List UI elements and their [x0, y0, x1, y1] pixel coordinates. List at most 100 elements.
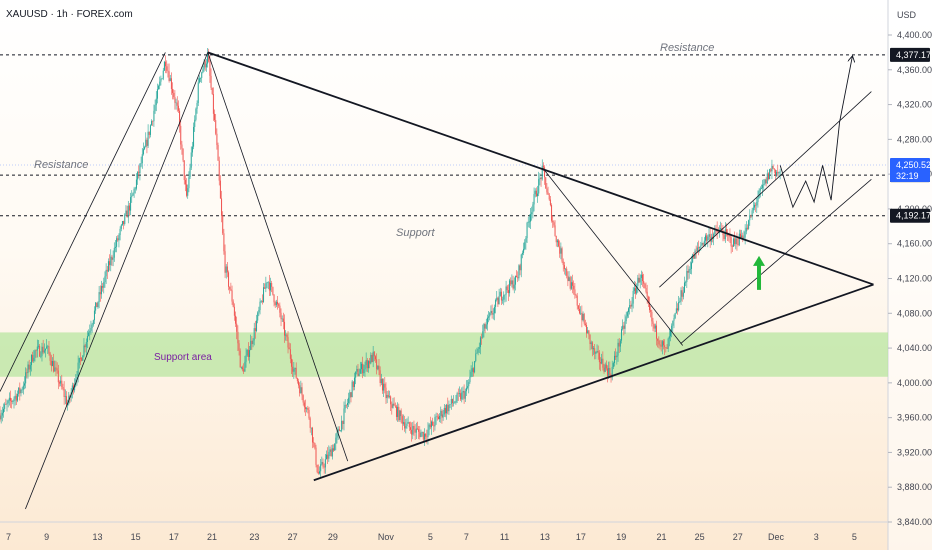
- price-tick-label: 4,160.00: [897, 239, 932, 249]
- channel-line: [659, 91, 872, 288]
- candle-body: [605, 364, 607, 369]
- candle-body: [405, 426, 407, 429]
- level-tag-4192-bg: [890, 208, 930, 223]
- candle-body: [467, 386, 469, 388]
- candle-body: [36, 346, 38, 351]
- candle-body: [86, 336, 88, 343]
- candle-body: [140, 163, 142, 164]
- candle-body: [616, 355, 618, 358]
- candle-body: [490, 310, 492, 314]
- candle-body: [462, 390, 464, 393]
- candle-body: [344, 404, 346, 409]
- candle-body: [633, 288, 635, 291]
- time-tick-label: 13: [540, 532, 550, 542]
- candle-body: [363, 369, 365, 374]
- candle-body: [265, 283, 267, 289]
- candle-body: [576, 295, 578, 306]
- candle-body: [146, 139, 148, 146]
- candle-body: [74, 383, 76, 391]
- candle-body: [399, 410, 401, 421]
- candle-body: [687, 271, 689, 273]
- candle-body: [537, 193, 539, 197]
- candle-body: [447, 404, 449, 412]
- candle-body: [184, 180, 186, 185]
- candle-body: [379, 370, 381, 384]
- symbol-title[interactable]: XAUUSD · 1h · FOREX.com: [6, 9, 133, 20]
- candle-body: [644, 283, 646, 289]
- candle-body: [216, 133, 218, 146]
- candle-body: [40, 356, 42, 357]
- candle-body: [106, 269, 108, 272]
- candle-body: [270, 283, 272, 291]
- candle-body: [545, 177, 547, 189]
- candle-body: [322, 461, 324, 467]
- candle-body: [457, 393, 459, 394]
- candle-body: [415, 428, 417, 433]
- candle-body: [517, 277, 519, 279]
- candle-body: [729, 235, 731, 238]
- candle-body: [251, 340, 253, 345]
- price-scale-background[interactable]: [888, 0, 932, 550]
- candle-body: [450, 399, 452, 405]
- candle-body: [488, 316, 490, 318]
- candle-body: [107, 261, 109, 272]
- candle-body: [223, 233, 225, 252]
- candle-body: [493, 306, 495, 314]
- candle-body: [471, 368, 473, 372]
- candle-body: [319, 471, 321, 474]
- candle-body: [477, 349, 479, 353]
- candle-body: [570, 282, 572, 289]
- candle-body: [696, 247, 698, 252]
- candle-body: [502, 299, 504, 301]
- candle-body: [567, 275, 569, 281]
- candle-body: [702, 242, 704, 245]
- candle-body: [668, 336, 670, 339]
- candle-body: [442, 414, 444, 418]
- candle-body: [414, 429, 416, 433]
- candle-body: [558, 240, 560, 247]
- candle-body: [478, 347, 480, 350]
- candle-body: [134, 188, 136, 190]
- candle-body: [42, 346, 44, 353]
- candle-body: [577, 305, 579, 309]
- candle-body: [302, 395, 304, 403]
- level-tag-4377-bg: [890, 47, 930, 62]
- candle-body: [181, 144, 183, 149]
- candle-body: [137, 171, 139, 180]
- candle-body: [239, 350, 241, 368]
- candle-body: [778, 172, 780, 174]
- candle-body: [303, 402, 305, 408]
- candle-body: [394, 405, 396, 407]
- candle-body: [472, 368, 474, 373]
- candle-body: [639, 277, 641, 283]
- candle-body: [309, 418, 311, 428]
- candle-body: [777, 172, 779, 174]
- candle-body: [62, 387, 64, 389]
- candle-body: [392, 403, 394, 408]
- candle-body: [186, 184, 188, 196]
- candle-body: [78, 357, 80, 363]
- candle-body: [145, 139, 147, 148]
- candle-body: [521, 252, 523, 255]
- candle-body: [37, 345, 39, 347]
- candle-body: [247, 349, 249, 357]
- candle-body: [211, 87, 213, 95]
- candle-body: [637, 277, 639, 286]
- candle-body: [82, 355, 84, 361]
- candle-body: [32, 354, 34, 362]
- candle-body: [474, 361, 476, 373]
- candle-body: [556, 240, 558, 243]
- candle-body: [412, 425, 414, 435]
- candle-body: [594, 348, 596, 354]
- candle-body: [708, 234, 710, 237]
- candle-body: [188, 177, 190, 189]
- candle-body: [624, 321, 626, 329]
- candle-body: [260, 300, 262, 302]
- candle-body: [700, 245, 702, 247]
- candle-body: [229, 286, 231, 290]
- candle-body: [329, 449, 331, 452]
- candle-body: [476, 352, 478, 354]
- candle-body: [20, 389, 22, 394]
- candle-body: [619, 340, 621, 347]
